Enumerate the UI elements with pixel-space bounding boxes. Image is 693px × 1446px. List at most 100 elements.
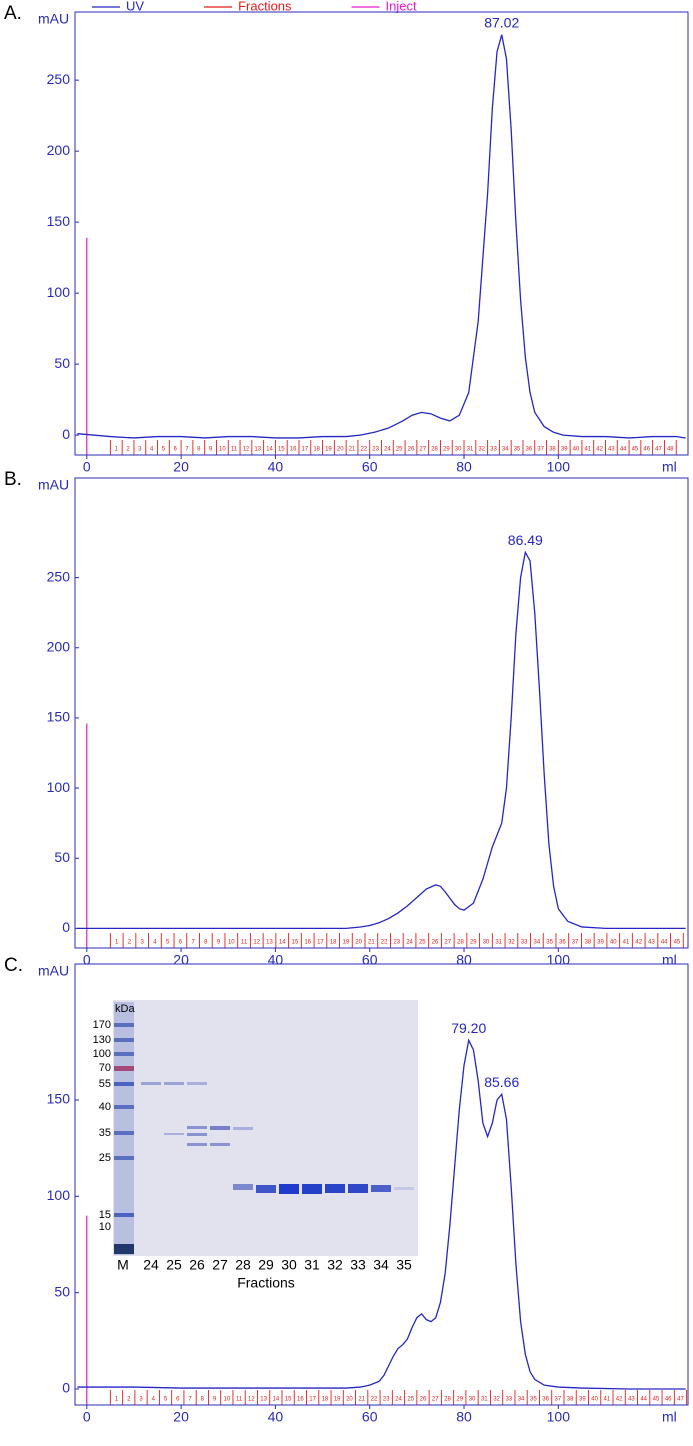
gel-band (114, 1038, 134, 1042)
gel-unit-label: kDa (115, 1003, 135, 1015)
fraction-label: 16 (304, 940, 311, 946)
fraction-label: 15 (285, 1397, 292, 1403)
fraction-label: 14 (266, 447, 273, 453)
gel-marker-label: 25 (99, 1152, 111, 1164)
fraction-label: 9 (213, 1397, 217, 1403)
x-tick-label: 20 (173, 459, 189, 475)
fraction-label: 5 (164, 1397, 168, 1403)
gel-lane-label: 31 (304, 1257, 320, 1273)
fraction-label: 10 (223, 1397, 230, 1403)
gel-lane-label: 27 (212, 1257, 228, 1273)
gel-band (114, 1156, 134, 1160)
fraction-label: 11 (241, 940, 248, 946)
fraction-label: 27 (419, 447, 426, 453)
fraction-label: 20 (346, 1397, 353, 1403)
fraction-label: 10 (219, 447, 226, 453)
fraction-label: 45 (632, 447, 639, 453)
fraction-label: 37 (555, 1397, 562, 1403)
x-tick-label: 80 (456, 1409, 472, 1425)
fraction-label: 16 (297, 1397, 304, 1403)
fraction-label: 19 (334, 1397, 341, 1403)
gel-band (348, 1184, 368, 1193)
gel-marker-lane (114, 1002, 134, 1255)
fraction-label: 25 (407, 1397, 414, 1403)
fraction-label: 24 (384, 447, 391, 453)
fraction-label: 33 (505, 1397, 512, 1403)
fraction-label: 13 (266, 940, 273, 946)
peak-label: 85.66 (484, 1074, 519, 1090)
fraction-label: 21 (358, 1397, 365, 1403)
fraction-label: 10 (228, 940, 235, 946)
fraction-label: 4 (152, 1397, 156, 1403)
y-tick-label: 100 (47, 284, 71, 300)
fraction-label: 8 (201, 1397, 205, 1403)
gel-band (187, 1143, 207, 1146)
uv-line (77, 34, 686, 439)
gel-band (114, 1244, 134, 1254)
fraction-label: 12 (248, 1397, 255, 1403)
legend-label: Fractions (238, 0, 292, 13)
fraction-label: 40 (610, 940, 617, 946)
gel-lane-label: 29 (258, 1257, 274, 1273)
y-tick-label: 250 (47, 71, 71, 87)
x-axis-label: ml (662, 459, 677, 475)
fraction-label: 47 (655, 447, 662, 453)
x-tick-label: 80 (456, 459, 472, 475)
gel-band (114, 1131, 134, 1135)
x-axis-label: ml (662, 952, 677, 968)
y-tick-label: 50 (54, 1283, 70, 1299)
gel-marker-label: 100 (93, 1048, 111, 1060)
fraction-label: 30 (469, 1397, 476, 1403)
fraction-label: 34 (534, 940, 541, 946)
gel-marker-label: 10 (99, 1221, 111, 1233)
gel-marker-label: 130 (93, 1034, 111, 1046)
gel-x-label: Fractions (237, 1275, 295, 1291)
fraction-label: 12 (243, 447, 250, 453)
fraction-label: 1 (115, 940, 119, 946)
gel-band (164, 1082, 184, 1085)
fraction-label: 2 (126, 447, 130, 453)
fraction-label: 7 (185, 447, 189, 453)
fraction-label: 39 (579, 1397, 586, 1403)
x-tick-label: 40 (268, 952, 284, 968)
fraction-label: 36 (542, 1397, 549, 1403)
fraction-label: 40 (591, 1397, 598, 1403)
gel-lane-label: 32 (327, 1257, 343, 1273)
gel-lane-label: M (117, 1257, 129, 1273)
fraction-label: 1 (115, 1397, 119, 1403)
fraction-label: 28 (444, 1397, 451, 1403)
gel-band (210, 1126, 230, 1130)
fraction-label: 24 (406, 940, 413, 946)
fraction-label: 17 (302, 447, 309, 453)
y-tick-label: 150 (47, 213, 71, 229)
gel-marker-label: 170 (93, 1019, 111, 1031)
gel-band (325, 1184, 345, 1193)
fraction-label: 35 (514, 447, 521, 453)
fraction-label: 25 (396, 447, 403, 453)
gel-lane-label: 24 (143, 1257, 159, 1273)
gel-lane-label: 26 (189, 1257, 205, 1273)
fraction-label: 38 (549, 447, 556, 453)
y-tick-label: 50 (54, 355, 70, 371)
fraction-label: 21 (368, 940, 375, 946)
fraction-label: 6 (179, 940, 183, 946)
fraction-label: 4 (153, 940, 157, 946)
gel-band (302, 1184, 322, 1194)
fraction-label: 46 (665, 1397, 672, 1403)
gel-band (114, 1082, 134, 1086)
fraction-label: 29 (443, 447, 450, 453)
fraction-label: 41 (584, 447, 591, 453)
fraction-label: 30 (455, 447, 462, 453)
fraction-label: 3 (139, 1397, 143, 1403)
fraction-label: 22 (360, 447, 367, 453)
fraction-label: 42 (596, 447, 603, 453)
gel-band (114, 1023, 134, 1027)
fraction-label: 9 (209, 447, 213, 453)
gel (113, 1000, 418, 1256)
fraction-label: 37 (537, 447, 544, 453)
fraction-label: 23 (383, 1397, 390, 1403)
fraction-label: 20 (337, 447, 344, 453)
x-tick-label: 100 (547, 459, 571, 475)
fraction-label: 3 (141, 940, 145, 946)
fraction-label: 2 (127, 1397, 131, 1403)
